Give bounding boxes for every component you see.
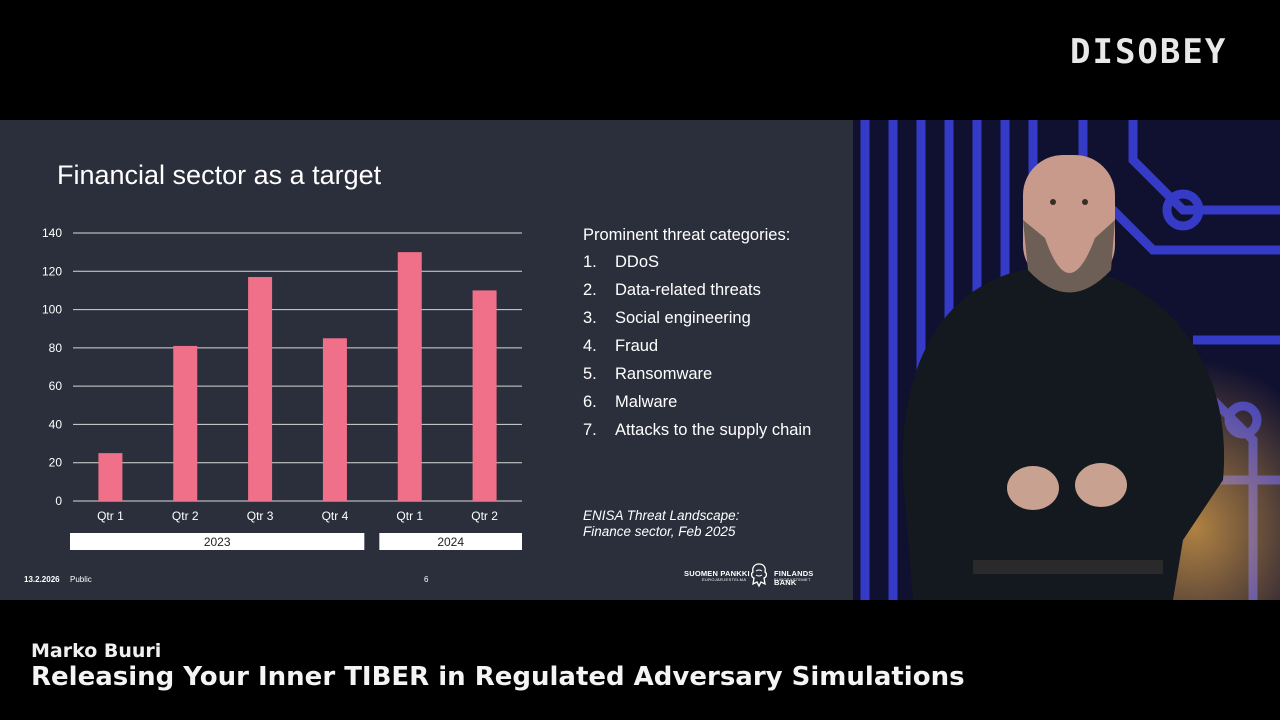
- threat-number: 2.: [583, 281, 597, 299]
- bar: [397, 252, 422, 501]
- y-tick-label: 40: [49, 417, 63, 431]
- x-tick-label: Qtr 2: [172, 509, 199, 523]
- threat-label: Ransomware: [615, 365, 713, 383]
- year-group-label: 2023: [204, 535, 231, 549]
- bar: [173, 345, 198, 501]
- threat-label: Fraud: [615, 337, 659, 355]
- presentation-slide: Financial sector as a target 0 20 40 60 80 10…: [0, 120, 853, 600]
- threat-label: Social engineering: [615, 309, 751, 327]
- x-tick-label: Qtr 3: [247, 509, 274, 523]
- threat-number: 7.: [583, 421, 597, 439]
- threat-item: 7. Attacks to the supply chain: [583, 421, 811, 449]
- footer-page-number: 6: [424, 575, 429, 584]
- bar: [472, 290, 497, 501]
- y-tick-label: 60: [49, 379, 63, 393]
- bar-chart: 0 20 40 60 80 100 120 140 Qtr 1 Qtr 2 Qtr 3 Qtr 4 Q…: [42, 226, 522, 550]
- x-tick-label: Qtr 2: [471, 509, 498, 523]
- threat-number: 6.: [583, 393, 597, 411]
- bar: [322, 338, 347, 501]
- y-tick-label: 140: [42, 226, 62, 240]
- source-line: Finance sector, Feb 2025: [583, 524, 736, 539]
- threat-item: 3. Social engineering: [583, 309, 811, 337]
- threat-item: 5. Ransomware: [583, 365, 811, 393]
- threat-label: DDoS: [615, 253, 660, 271]
- threat-number: 1.: [583, 253, 597, 271]
- footer-classification: Public: [70, 575, 92, 584]
- slide-title: Financial sector as a target: [57, 160, 382, 190]
- y-tick-label: 0: [55, 494, 62, 508]
- threat-label: Data-related threats: [615, 281, 761, 299]
- bar: [98, 453, 123, 501]
- bank-name-fi: SUOMEN PANKKI: [684, 569, 750, 578]
- talk-title: Releasing Your Inner TIBER in Regulated …: [31, 662, 965, 692]
- speaker-name: Marko Buuri: [31, 640, 162, 662]
- x-tick-label: Qtr 4: [322, 509, 349, 523]
- bank-name-sv: FINLANDS BANK: [774, 569, 814, 587]
- speaker-figure: [902, 155, 1225, 600]
- threat-item: 6. Malware: [583, 393, 811, 421]
- bank-logo: SUOMEN PANKKI EUROJÄRJESTELMÄ FINLANDS B…: [684, 562, 836, 588]
- bank-sub-sv: EUROSYSTEMET: [774, 577, 811, 582]
- year-group-box: [379, 533, 522, 550]
- speaker-video-frame: [853, 120, 1280, 600]
- source-citation: ENISA Threat Landscape: Finance sector, …: [583, 508, 739, 540]
- threat-number: 4.: [583, 337, 597, 355]
- year-group-box: [70, 533, 365, 550]
- event-logo: DISOBEY: [1070, 32, 1228, 72]
- y-tick-label: 120: [42, 264, 62, 278]
- y-tick-label: 20: [49, 456, 63, 470]
- x-tick-label: Qtr 1: [97, 509, 124, 523]
- source-line: ENISA Threat Landscape:: [583, 508, 740, 523]
- y-tick-label: 80: [49, 341, 63, 355]
- threat-number: 3.: [583, 309, 597, 327]
- bank-sub-fi: EUROJÄRJESTELMÄ: [702, 577, 747, 582]
- threat-label: Malware: [615, 393, 678, 411]
- footer-date: 13.2.2026: [24, 575, 60, 584]
- y-tick-label: 100: [42, 303, 62, 317]
- threat-label: Attacks to the supply chain: [615, 421, 812, 439]
- threat-item: 2. Data-related threats: [583, 281, 811, 309]
- x-tick-label: Qtr 1: [396, 509, 423, 523]
- threat-list-heading: Prominent threat categories:: [583, 226, 791, 244]
- threat-item: 1. DDoS: [583, 253, 811, 281]
- bar: [248, 277, 273, 501]
- threat-list: Prominent threat categories: 1. DDoS 2. …: [583, 226, 811, 449]
- lion-emblem-icon: [750, 563, 768, 588]
- speaker-video: [853, 120, 1280, 600]
- threat-item: 4. Fraud: [583, 337, 811, 365]
- threat-number: 5.: [583, 365, 597, 383]
- year-group-label: 2024: [437, 535, 464, 549]
